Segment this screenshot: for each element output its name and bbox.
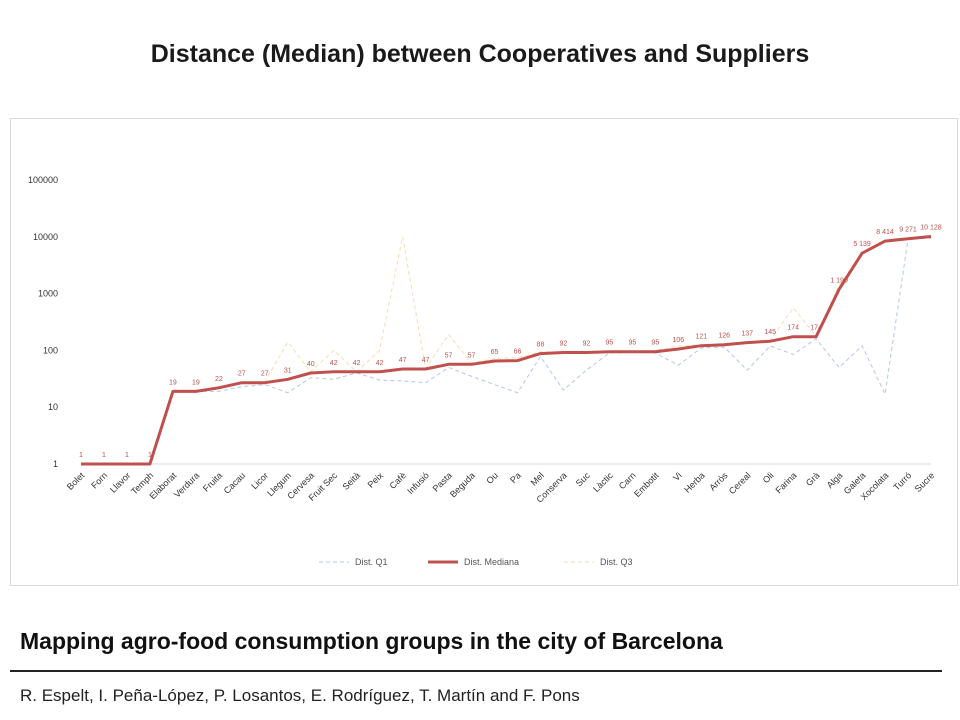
x-tick-label: Turró bbox=[891, 470, 913, 492]
x-tick-label: Pa bbox=[508, 470, 523, 485]
x-tick-label: Embotit bbox=[632, 470, 661, 499]
series-line-dist-q1 bbox=[81, 237, 932, 465]
data-label: 92 bbox=[560, 340, 568, 347]
data-label: 65 bbox=[491, 349, 499, 356]
data-label: 8 414 bbox=[876, 229, 894, 236]
authors-line: R. Espelt, I. Peña-López, P. Losantos, E… bbox=[20, 686, 580, 705]
y-tick-label: 10000 bbox=[33, 232, 58, 242]
legend-label: Dist. Q1 bbox=[355, 557, 388, 567]
x-tick-label: Peix bbox=[366, 470, 386, 490]
x-tick-label: Mel bbox=[529, 470, 546, 487]
data-label: 1 190 bbox=[830, 277, 848, 284]
data-label: 42 bbox=[353, 360, 361, 367]
data-label: 22 bbox=[215, 376, 223, 383]
line-chart: 1 10 100 1000 10000 100000 Bolet FornLlavorTem… bbox=[28, 175, 942, 567]
data-label: 1 bbox=[148, 452, 152, 459]
slide-title: Distance (Median) between Cooperatives a… bbox=[150, 40, 810, 68]
x-tick-label: Verdura bbox=[172, 470, 201, 499]
x-tick-label: Cereal bbox=[727, 470, 753, 496]
x-tick-label: Suc bbox=[574, 470, 592, 488]
chart-frame bbox=[10, 118, 958, 586]
data-label: 47 bbox=[422, 357, 430, 364]
data-label: 47 bbox=[399, 357, 407, 364]
presentation-title: Mapping agro-food consumption groups in … bbox=[20, 628, 723, 654]
data-label: 137 bbox=[741, 331, 753, 338]
x-tick-label: Herba bbox=[682, 470, 706, 494]
series-line-dist-q3 bbox=[81, 235, 932, 465]
series-line-dist-mediana bbox=[81, 235, 932, 466]
x-tick-label: Vi bbox=[671, 470, 684, 483]
data-label: 95 bbox=[605, 340, 613, 347]
legend-label: Dist. Mediana bbox=[464, 557, 519, 567]
data-label: 145 bbox=[764, 329, 776, 336]
y-tick-label: 10 bbox=[48, 402, 58, 412]
y-tick-label: 1000 bbox=[38, 289, 58, 299]
y-tick-label: 100 bbox=[43, 345, 58, 355]
data-label: 57 bbox=[445, 352, 453, 359]
divider-line bbox=[10, 670, 942, 672]
data-labels: 1 1 1 1 19 19 22 27 27 31 40 42 42 42 47 47 57 57 65 66 88 92… bbox=[79, 224, 942, 459]
y-axis: 1 10 100 1000 10000 100000 bbox=[28, 175, 58, 469]
data-label: 31 bbox=[284, 367, 292, 374]
data-label: 66 bbox=[514, 349, 522, 356]
data-label: 1 bbox=[125, 452, 129, 459]
x-tick-label: Cafè bbox=[388, 470, 409, 491]
data-label: 121 bbox=[695, 334, 707, 341]
data-label: 95 bbox=[651, 340, 659, 347]
data-label: 92 bbox=[583, 340, 591, 347]
series-lines bbox=[81, 235, 932, 466]
x-tick-label: Fruita bbox=[201, 470, 224, 493]
x-tick-label: Llavor bbox=[108, 470, 132, 494]
data-label: 1 bbox=[102, 452, 106, 459]
x-tick-label: Beguda bbox=[448, 470, 477, 499]
data-label: 27 bbox=[261, 371, 269, 378]
x-tick-label: Forn bbox=[89, 470, 109, 490]
y-tick-label: 1 bbox=[53, 459, 58, 469]
y-tick-label: 100000 bbox=[28, 175, 58, 185]
data-label: 174 bbox=[787, 325, 799, 332]
data-label: 88 bbox=[537, 342, 545, 349]
x-tick-label: Infusió bbox=[405, 470, 431, 496]
data-label: 174 bbox=[810, 325, 822, 332]
x-tick-label: Seità bbox=[341, 470, 363, 492]
data-label: 5 139 bbox=[853, 241, 871, 248]
x-tick-label: Ou bbox=[484, 470, 500, 486]
data-label: 1 bbox=[79, 452, 83, 459]
data-label: 126 bbox=[718, 333, 730, 340]
data-label: 40 bbox=[307, 361, 315, 368]
data-label: 106 bbox=[672, 337, 684, 344]
data-label: 9 271 bbox=[899, 227, 917, 234]
x-tick-label: Alga bbox=[825, 470, 845, 490]
x-tick-label: Farina bbox=[773, 470, 798, 495]
legend-label: Dist. Q3 bbox=[600, 557, 633, 567]
data-label: 42 bbox=[376, 360, 384, 367]
x-tick-label: Grà bbox=[804, 470, 822, 488]
legend: Dist. Q1 Dist. Mediana Dist. Q3 bbox=[319, 557, 633, 567]
x-tick-label: Sucre bbox=[913, 470, 937, 494]
data-label: 10 128 bbox=[920, 224, 942, 231]
x-tick-label: Bolet bbox=[65, 470, 87, 492]
x-tick-label: Oli bbox=[761, 470, 776, 485]
data-label: 19 bbox=[169, 379, 177, 386]
x-tick-label: Làctic bbox=[591, 470, 615, 494]
data-label: 27 bbox=[238, 371, 246, 378]
data-label: 42 bbox=[330, 360, 338, 367]
data-label: 57 bbox=[468, 352, 476, 359]
data-label: 19 bbox=[192, 379, 200, 386]
data-label: 95 bbox=[628, 340, 636, 347]
x-tick-label: Cacau bbox=[222, 470, 247, 495]
